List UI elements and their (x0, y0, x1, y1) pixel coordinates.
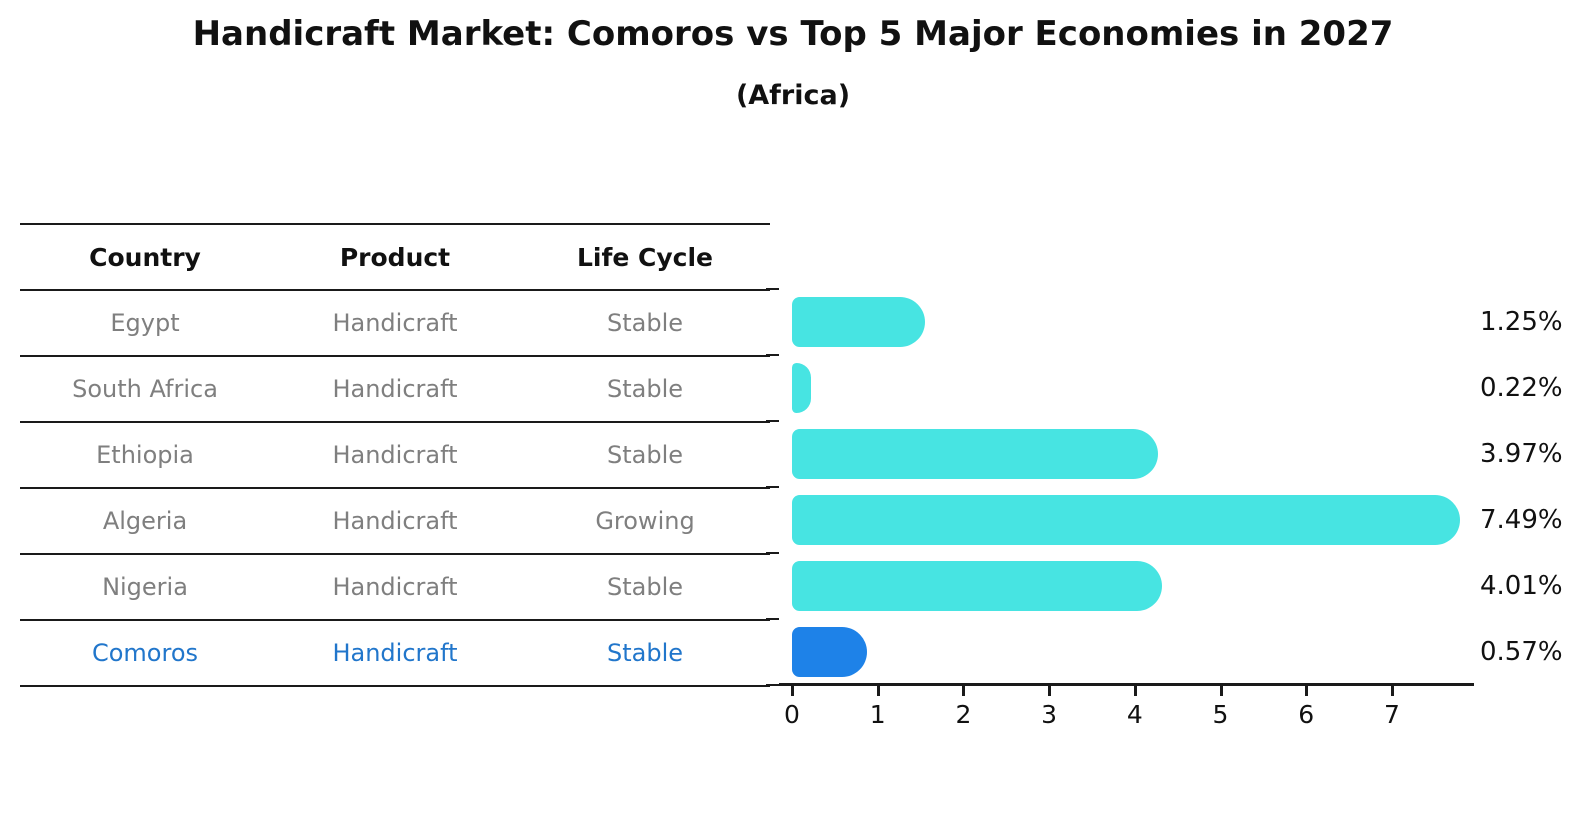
bar-nigeria (792, 561, 1162, 611)
y-axis-tick (766, 420, 779, 422)
column-header-product: Product (339, 242, 451, 272)
bar-plot: 0 1 2 3 4 5 6 7 (766, 288, 1474, 729)
bar-comoros (792, 627, 867, 677)
x-axis-tick (1048, 686, 1052, 696)
cell-country: South Africa (72, 375, 218, 403)
x-axis-line (779, 683, 1474, 686)
y-axis-tick (766, 684, 779, 686)
value-label-ethiopia: 3.97% (1480, 439, 1563, 469)
x-axis-tick (1305, 686, 1309, 696)
x-axis-tick (962, 686, 966, 696)
cell-product: Handicraft (332, 507, 458, 535)
bar-south-africa (792, 363, 811, 413)
table-row-egypt: Egypt Handicraft Stable (20, 291, 770, 357)
x-axis-tick (1133, 686, 1137, 696)
cell-product: Handicraft (332, 375, 458, 403)
table-body: Egypt Handicraft Stable South Africa Handicr… (20, 291, 770, 687)
value-label-egypt: 1.25% (1480, 307, 1563, 337)
x-axis-tick (876, 686, 880, 696)
bar-egypt (792, 297, 925, 347)
cell-life-cycle: Stable (606, 441, 684, 469)
x-axis-tick-label: 0 (784, 700, 800, 729)
table-row-nigeria: Nigeria Handicraft Stable (20, 555, 770, 621)
table-row-ethiopia: Ethiopia Handicraft Stable (20, 423, 770, 489)
cell-product: Handicraft (332, 639, 458, 667)
y-axis-tick (766, 354, 779, 356)
y-axis-tick (766, 288, 779, 290)
x-axis-tick (791, 686, 794, 696)
country-table: Country Product Life Cycle Egypt Handicra… (20, 223, 770, 687)
table-header-row: Country Product Life Cycle (20, 225, 770, 291)
cell-life-cycle: Growing (595, 507, 695, 535)
chart-title: Handicraft Market: Comoros vs Top 5 Majo… (192, 14, 1394, 54)
cell-country: Nigeria (102, 573, 188, 601)
x-axis-tick-label: 1 (869, 700, 886, 729)
x-axis-tick-label: 4 (1126, 700, 1143, 729)
x-axis-tick-label: 6 (1298, 700, 1315, 729)
column-header-country: Country (89, 242, 201, 272)
value-label-south-africa: 0.22% (1480, 373, 1563, 403)
cell-country: Algeria (102, 507, 188, 535)
cell-life-cycle: Stable (606, 309, 684, 337)
cell-country: Egypt (110, 309, 180, 337)
y-axis-tick (766, 486, 779, 488)
cell-life-cycle: Stable (606, 639, 684, 667)
value-label-nigeria: 4.01% (1480, 571, 1563, 601)
cell-country: Comoros (91, 639, 199, 667)
x-axis-tick-label: 5 (1212, 700, 1229, 729)
x-axis-tick-label: 2 (955, 700, 972, 729)
x-axis-tick (1390, 686, 1394, 696)
cell-product: Handicraft (332, 441, 458, 469)
bar-algeria (792, 495, 1460, 545)
y-axis-tick (766, 618, 779, 620)
table-row-comoros: Comoros Handicraft Stable (20, 621, 770, 687)
bar-ethiopia (792, 429, 1158, 479)
table-row-south-africa: South Africa Handicraft Stable (20, 357, 770, 423)
cell-life-cycle: Stable (606, 375, 684, 403)
x-axis-tick-label: 7 (1383, 700, 1400, 729)
cell-life-cycle: Stable (606, 573, 684, 601)
cell-country: Ethiopia (96, 441, 194, 469)
table-row-algeria: Algeria Handicraft Growing (20, 489, 770, 555)
value-label-comoros: 0.57% (1480, 637, 1563, 667)
cell-product: Handicraft (332, 309, 458, 337)
cell-product: Handicraft (332, 573, 458, 601)
chart-subtitle: (Africa) (735, 80, 851, 111)
x-axis-tick (1219, 686, 1223, 696)
x-axis-tick-label: 3 (1041, 700, 1058, 729)
value-label-algeria: 7.49% (1480, 505, 1563, 535)
column-header-life-cycle: Life Cycle (576, 242, 714, 272)
y-axis-tick (766, 552, 779, 554)
